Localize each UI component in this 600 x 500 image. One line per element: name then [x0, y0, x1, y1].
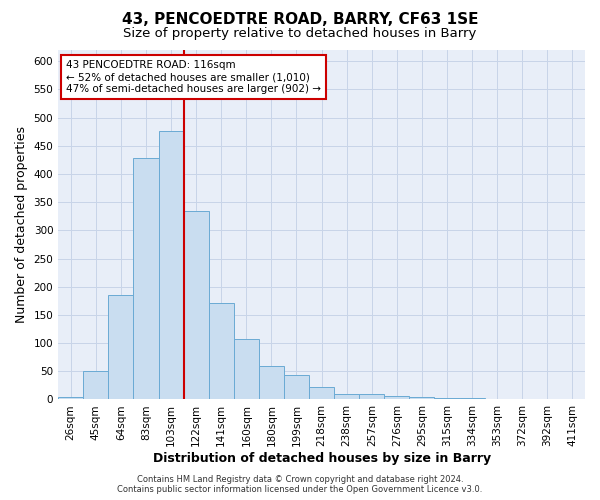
Text: 43 PENCOEDTRE ROAD: 116sqm
← 52% of detached houses are smaller (1,010)
47% of s: 43 PENCOEDTRE ROAD: 116sqm ← 52% of deta… [66, 60, 321, 94]
Bar [485, 399, 510, 400]
X-axis label: Distribution of detached houses by size in Barry: Distribution of detached houses by size … [152, 452, 491, 465]
Bar [83, 372, 109, 400]
Bar [58, 396, 83, 400]
Bar [284, 375, 309, 400]
Bar [184, 210, 209, 400]
Bar [535, 399, 560, 400]
Bar [385, 396, 409, 400]
Bar [460, 398, 485, 400]
Bar [560, 399, 585, 400]
Y-axis label: Number of detached properties: Number of detached properties [15, 126, 28, 323]
Bar [259, 366, 284, 400]
Bar [309, 387, 334, 400]
Bar [409, 396, 434, 400]
Bar [359, 394, 385, 400]
Text: 43, PENCOEDTRE ROAD, BARRY, CF63 1SE: 43, PENCOEDTRE ROAD, BARRY, CF63 1SE [122, 12, 478, 28]
Bar [109, 295, 133, 400]
Text: Contains HM Land Registry data © Crown copyright and database right 2024.
Contai: Contains HM Land Registry data © Crown c… [118, 474, 482, 494]
Bar [510, 399, 535, 400]
Bar [334, 394, 359, 400]
Bar [209, 302, 234, 400]
Text: Size of property relative to detached houses in Barry: Size of property relative to detached ho… [124, 28, 476, 40]
Bar [434, 398, 460, 400]
Bar [158, 131, 184, 400]
Bar [234, 339, 259, 400]
Bar [133, 158, 158, 400]
